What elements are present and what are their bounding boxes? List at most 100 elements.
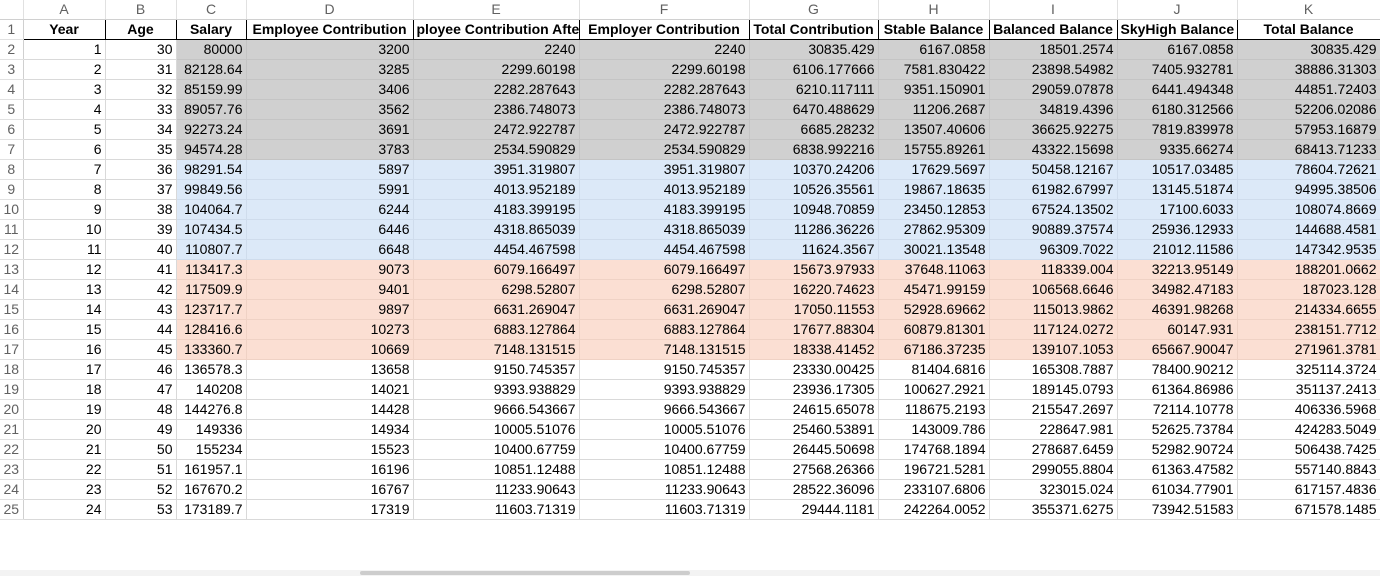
cell[interactable]: 2472.922787 (579, 119, 750, 140)
cell[interactable]: 228647.981 (989, 419, 1118, 440)
column-header-h[interactable]: H (878, 0, 990, 20)
cell[interactable]: 100627.2921 (878, 379, 990, 400)
horizontal-scrollbar[interactable] (0, 570, 1380, 576)
cell[interactable]: 6441.494348 (1117, 79, 1238, 100)
cell[interactable]: 271961.3781 (1237, 339, 1380, 360)
cell[interactable]: 406336.5968 (1237, 399, 1380, 420)
row-header[interactable]: 10 (0, 199, 24, 220)
cell[interactable]: 72114.10778 (1117, 399, 1238, 420)
cell[interactable]: 67524.13502 (989, 199, 1118, 220)
row-header[interactable]: 1 (0, 19, 24, 40)
cell[interactable]: 188201.0662 (1237, 259, 1380, 280)
cell[interactable]: 149336 (176, 419, 247, 440)
cell[interactable]: 2534.590829 (579, 139, 750, 160)
cell[interactable]: 2240 (579, 39, 750, 60)
cell[interactable]: 7819.839978 (1117, 119, 1238, 140)
cell[interactable]: 6883.127864 (579, 319, 750, 340)
cell[interactable]: 6838.992216 (749, 139, 879, 160)
row-header[interactable]: 8 (0, 159, 24, 180)
cell[interactable]: 10526.35561 (749, 179, 879, 200)
cell[interactable]: 30835.429 (1237, 39, 1380, 60)
header-cell[interactable]: Total Contribution (748, 18, 879, 40)
cell[interactable]: 37648.11063 (878, 259, 990, 280)
cell[interactable]: 110807.7 (176, 239, 247, 260)
cell[interactable]: 7148.131515 (413, 339, 580, 360)
cell[interactable]: 144688.4581 (1237, 219, 1380, 240)
cell[interactable]: 15 (23, 319, 106, 340)
cell[interactable]: 16220.74623 (749, 279, 879, 300)
cell[interactable]: 80000 (176, 39, 247, 60)
cell[interactable]: 557140.8843 (1237, 459, 1380, 480)
cell[interactable]: 17050.11553 (749, 299, 879, 320)
cell[interactable]: 12 (23, 259, 106, 280)
cell[interactable]: 10851.12488 (413, 459, 580, 480)
cell[interactable]: 52625.73784 (1117, 419, 1238, 440)
cell[interactable]: 52 (105, 479, 177, 500)
cell[interactable]: 4454.467598 (579, 239, 750, 260)
cell[interactable]: 17319 (246, 499, 414, 520)
cell[interactable]: 6446 (246, 219, 414, 240)
cell[interactable]: 82128.64 (176, 59, 247, 80)
cell[interactable]: 26445.50698 (749, 439, 879, 460)
cell[interactable]: 39 (105, 219, 177, 240)
cell[interactable]: 81404.6816 (878, 359, 990, 380)
cell[interactable]: 30 (105, 39, 177, 60)
cell[interactable]: 6631.269047 (579, 299, 750, 320)
cell[interactable]: 23330.00425 (749, 359, 879, 380)
cell[interactable]: 32 (105, 79, 177, 100)
cell[interactable]: 99849.56 (176, 179, 247, 200)
header-cell[interactable]: Stable Balance (877, 18, 990, 40)
cell[interactable]: 4013.952189 (413, 179, 580, 200)
cell[interactable]: 325114.3724 (1237, 359, 1380, 380)
cell[interactable]: 14934 (246, 419, 414, 440)
cell[interactable]: 61364.86986 (1117, 379, 1238, 400)
header-cell[interactable]: Salary (175, 18, 247, 40)
cell[interactable]: 61363.47582 (1117, 459, 1238, 480)
cell[interactable]: 43 (105, 299, 177, 320)
cell[interactable]: 22 (23, 459, 106, 480)
cell[interactable]: 53 (105, 499, 177, 520)
cell[interactable]: 9073 (246, 259, 414, 280)
cell[interactable]: 11603.71319 (579, 499, 750, 520)
cell[interactable]: 30021.13548 (878, 239, 990, 260)
cell[interactable]: 21 (23, 439, 106, 460)
cell[interactable]: 85159.99 (176, 79, 247, 100)
cell[interactable]: 18501.2574 (989, 39, 1118, 60)
cell[interactable]: 50 (105, 439, 177, 460)
cell[interactable]: 3562 (246, 99, 414, 120)
cell[interactable]: 1 (23, 39, 106, 60)
cell[interactable]: 671578.1485 (1237, 499, 1380, 520)
cell[interactable]: 10851.12488 (579, 459, 750, 480)
cell[interactable]: 10273 (246, 319, 414, 340)
cell[interactable]: 10400.67759 (413, 439, 580, 460)
cell[interactable]: 3285 (246, 59, 414, 80)
cell[interactable]: 46391.98268 (1117, 299, 1238, 320)
cell[interactable]: 11286.36226 (749, 219, 879, 240)
cell[interactable]: 17677.88304 (749, 319, 879, 340)
cell[interactable]: 108074.8669 (1237, 199, 1380, 220)
column-header-k[interactable]: K (1237, 0, 1380, 20)
row-header[interactable]: 4 (0, 79, 24, 100)
cell[interactable]: 3951.319807 (413, 159, 580, 180)
cell[interactable]: 2240 (413, 39, 580, 60)
cell[interactable]: 118339.004 (989, 259, 1118, 280)
cell[interactable]: 147342.9535 (1237, 239, 1380, 260)
cell[interactable]: 96309.7022 (989, 239, 1118, 260)
row-header[interactable]: 2 (0, 39, 24, 60)
cell[interactable]: 242264.0052 (878, 499, 990, 520)
cell[interactable]: 49 (105, 419, 177, 440)
cell[interactable]: 115013.9862 (989, 299, 1118, 320)
cell[interactable]: 33 (105, 99, 177, 120)
row-header[interactable]: 12 (0, 239, 24, 260)
cell[interactable]: 6244 (246, 199, 414, 220)
cell[interactable]: 4454.467598 (413, 239, 580, 260)
header-cell[interactable]: Age (104, 18, 177, 40)
cell[interactable]: 4183.399195 (579, 199, 750, 220)
cell[interactable]: 6883.127864 (413, 319, 580, 340)
cell[interactable]: 9666.543667 (413, 399, 580, 420)
cell[interactable]: 6 (23, 139, 106, 160)
row-header[interactable]: 17 (0, 339, 24, 360)
cell[interactable]: 13 (23, 279, 106, 300)
cell[interactable]: 167670.2 (176, 479, 247, 500)
cell[interactable]: 187023.128 (1237, 279, 1380, 300)
